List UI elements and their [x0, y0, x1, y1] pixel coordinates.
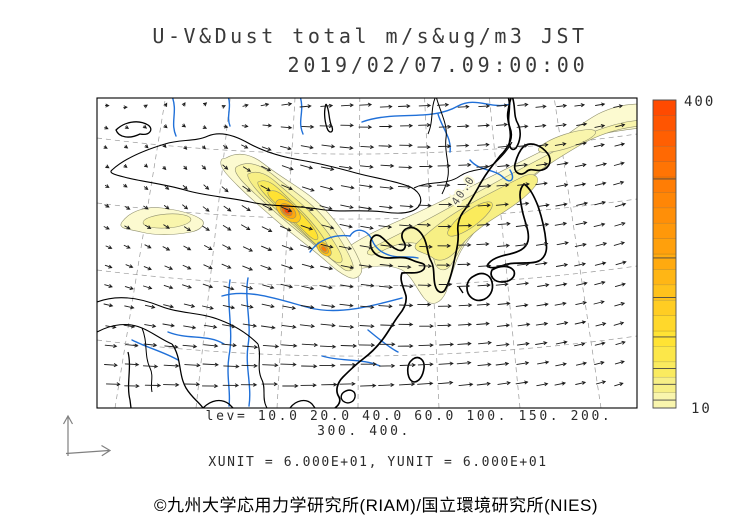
- map-frame: [96, 97, 638, 409]
- copyright-attribution: ©九州大学応用力学研究所(RIAM)/国立環境研究所(NIES): [153, 496, 599, 515]
- figure-datetime: 2019/02/07.09:00:00: [287, 53, 589, 77]
- y-axis-arrow-icon: [62, 414, 74, 456]
- axis-indicator-icon: [62, 414, 112, 457]
- contour-levels-line2: 300. 400.: [317, 424, 411, 439]
- figure-title: U-V&Dust total m/s&ug/m3 JST: [152, 24, 588, 48]
- vector-units-label: XUNIT = 6.000E+01, YUNIT = 6.000E+01: [208, 455, 548, 470]
- colorbar-max-label: 400: [684, 94, 715, 110]
- map-layers: [97, 98, 637, 408]
- colorbar-min-label: 10: [691, 401, 712, 417]
- x-axis-arrow-icon: [65, 444, 112, 457]
- wind-vectors-layer: [103, 102, 627, 388]
- dust-plume-layer: [120, 103, 637, 304]
- contour-levels-line1: lev= 10.0 20.0 40.0 60.0 100. 150. 200.: [205, 409, 613, 424]
- colorbar: [652, 99, 677, 409]
- rivers-layer: [131, 98, 514, 407]
